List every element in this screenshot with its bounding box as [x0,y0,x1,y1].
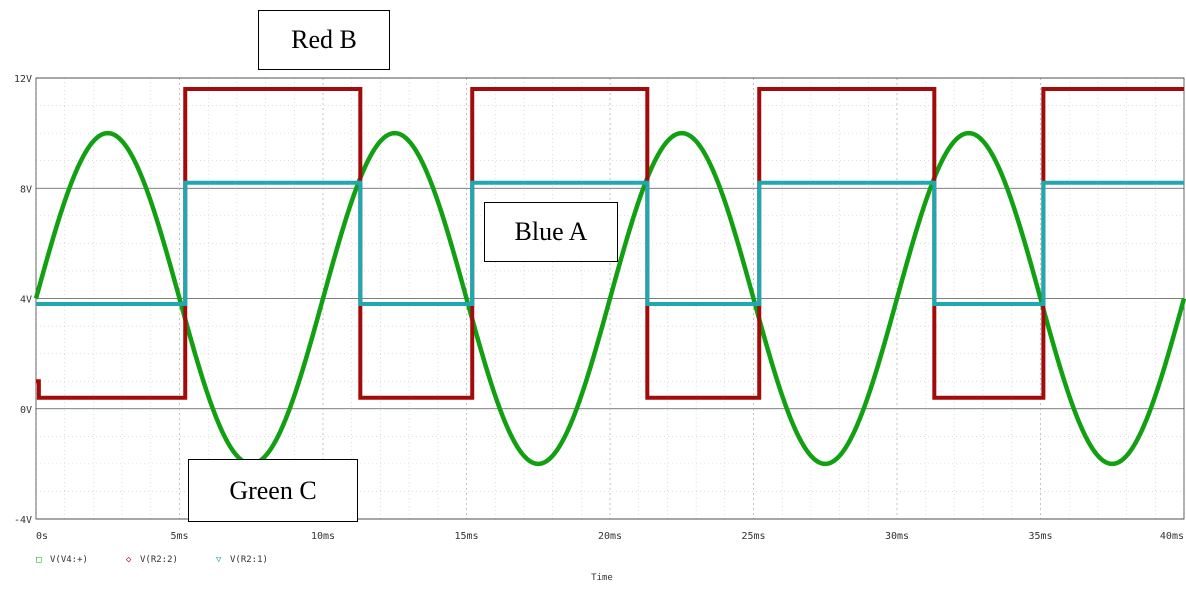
x-tick-label: 15ms [454,531,478,542]
legend-label: V(R2:1) [230,555,268,565]
x-tick-label: 25ms [741,531,765,542]
legend-label: V(V4:+) [50,555,88,565]
legend: □ V(V4:+) ◇ V(R2:2) ▽ V(R2:1) [36,555,268,565]
x-axis-title: Time [591,573,613,583]
x-tick-label: 35ms [1028,531,1052,542]
legend-marker: □ [36,555,42,565]
series-line-V(V4:+) [33,130,1186,467]
x-tick-label: 40ms [1160,531,1184,542]
legend-label: V(R2:2) [140,555,178,565]
legend-marker: ▽ [216,555,222,565]
y-tick-label: 8V [20,184,32,195]
x-tick-label: 30ms [885,531,909,542]
y-tick-label: 0V [20,405,32,416]
y-tick-label: -4V [14,515,32,526]
annotation-blue-a: Blue A [484,202,618,262]
y-tick-labels: -4V 0V 4V 8V 12V [14,74,32,526]
series-line-V(R2:2) [36,87,1184,400]
y-tick-label: 4V [20,295,32,306]
x-tick-label: 10ms [311,531,335,542]
x-tick-label: 5ms [170,531,188,542]
series-layer [33,87,1186,467]
series-line-V(R2:1) [36,180,1184,307]
x-tick-labels: 0s 5ms 10ms 15ms 20ms 25ms 30ms 35ms 40ms [36,531,1184,542]
legend-marker: ◇ [126,555,132,565]
annotation-red-b: Red B [258,10,390,70]
annotation-green-c: Green C [188,459,358,522]
x-tick-label: 0s [36,531,48,542]
y-tick-label: 12V [14,74,32,85]
x-tick-label: 20ms [598,531,622,542]
